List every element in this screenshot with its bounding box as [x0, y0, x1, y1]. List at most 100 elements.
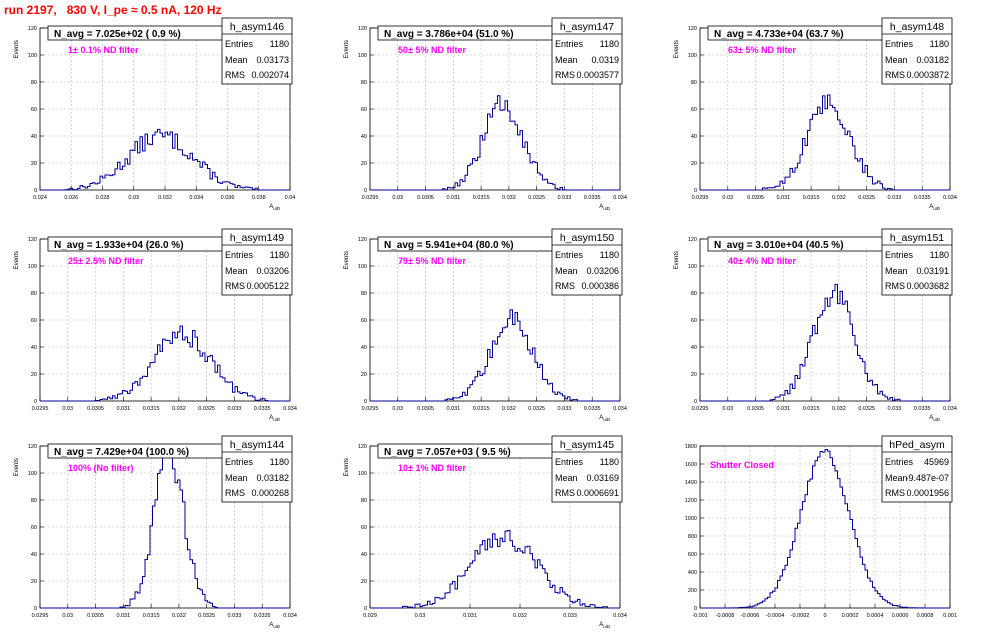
hist-pad-h_asym144: 0.0295 0.03 0.0305 0.031 0.0315 0.032 0.0325 0.…: [0, 432, 330, 636]
y-tick-label: 20: [691, 161, 697, 167]
stats-value: 1180: [600, 457, 619, 467]
stats-value: 0.0003682: [906, 281, 949, 291]
hist-pad-h_asym145: 0.029 0.03 0.031 0.032 0.033 0.034 0 20 40 60 80 10…: [330, 432, 660, 636]
stats-box: [881, 17, 953, 85]
x-tick-label: 0.031: [116, 613, 130, 619]
x-tick-label: 0.0295: [32, 613, 49, 619]
y-tick-label: 40: [361, 134, 367, 140]
hist-name: h_asym148: [890, 21, 944, 33]
x-tick-label: 0.0325: [198, 613, 215, 619]
x-tick-label: 0.034: [943, 195, 957, 201]
y-tick-label: 80: [691, 291, 697, 297]
x-tick-label: 0.034: [283, 406, 297, 412]
x-tick-label: 0.0325: [858, 195, 875, 201]
y-axis-label: Events: [14, 40, 20, 58]
y-tick-label: 120: [688, 237, 697, 243]
stats-value: 0.0003577: [576, 70, 619, 80]
y-tick-label: 40: [691, 345, 697, 351]
stats-value: 0.0003872: [906, 70, 949, 80]
x-tick-label: 0.0305: [87, 613, 104, 619]
y-tick-label: 100: [358, 53, 367, 59]
stats-label: RMS: [885, 281, 905, 291]
stats-value: 0.03206: [586, 266, 619, 276]
y-tick-label: 120: [358, 444, 367, 450]
x-tick-label: 0.0008: [917, 613, 934, 619]
y-tick-label: 60: [31, 318, 37, 324]
filter-annotation: 40± 4% ND filter: [728, 256, 796, 266]
y-tick-label: 40: [361, 552, 367, 558]
hist-svg-h_asym145: 0.029 0.03 0.031 0.032 0.033 0.034 0 20 40 60 80 10…: [344, 435, 627, 629]
x-tick-label: 0.0006: [892, 613, 909, 619]
hist-name: h_asym147: [560, 21, 614, 33]
x-axis-label: AuiD: [269, 622, 281, 629]
x-tick-label: -0.0008: [716, 613, 735, 619]
x-tick-label: 0.03: [722, 406, 733, 412]
y-tick-label: 120: [688, 26, 697, 32]
histogram-line: [370, 529, 620, 609]
x-tick-label: 0.0305: [417, 406, 434, 412]
stats-value: 1180: [270, 39, 289, 49]
x-tick-label: 0.001: [943, 613, 957, 619]
x-tick-label: 0.0335: [254, 406, 271, 412]
hist-svg-h_asym151: 0.0295 0.03 0.0305 0.031 0.0315 0.032 0.0325 0.…: [674, 228, 957, 422]
y-tick-label: 80: [31, 291, 37, 297]
stats-value: 1180: [270, 457, 289, 467]
hist-svg-h_asym146: 0.024 0.026 0.028 0.03 0.032 0.034 0.036 0.038 0…: [14, 17, 296, 211]
y-tick-label: 0: [694, 606, 697, 612]
y-tick-label: 0: [364, 399, 367, 405]
x-tick-label: 0.0295: [362, 406, 379, 412]
x-tick-label: 0.04: [285, 195, 296, 201]
stats-value: 0.000386: [581, 281, 619, 291]
y-axis-label: Events: [674, 251, 680, 269]
stats-label: Mean: [555, 473, 578, 483]
y-tick-label: 20: [361, 372, 367, 378]
filter-annotation: 50± 5% ND filter: [398, 45, 466, 55]
x-axis-label: AuiD: [929, 415, 941, 422]
stats-value: 0.0006691: [576, 488, 619, 498]
x-tick-label: 0.03: [62, 613, 73, 619]
y-tick-label: 100: [688, 264, 697, 270]
hist-name: h_asym145: [560, 439, 614, 451]
y-axis-label: Events: [14, 458, 20, 476]
hist-pad-hPed_asym: -0.001 -0.0008 -0.0006 -0.0004 -0.0002 0 0.000…: [660, 432, 990, 636]
hist-name: h_asym144: [230, 439, 284, 451]
y-axis-label: Events: [674, 40, 680, 58]
x-tick-label: 0.0315: [473, 406, 490, 412]
stats-label: Mean: [555, 55, 578, 65]
x-tick-label: 0.038: [252, 195, 266, 201]
stats-label: Entries: [225, 39, 254, 49]
stats-label: Mean: [885, 266, 908, 276]
x-tick-label: 0.0315: [803, 406, 820, 412]
y-tick-label: 40: [31, 345, 37, 351]
x-tick-label: 0.034: [943, 406, 957, 412]
hist-svg-hPed_asym: -0.001 -0.0008 -0.0006 -0.0004 -0.0002 0 0.000…: [685, 435, 957, 619]
x-tick-label: 0.0335: [914, 406, 931, 412]
stats-label: Mean: [885, 55, 908, 65]
hist-name: h_asym150: [560, 232, 614, 244]
y-tick-label: 40: [361, 345, 367, 351]
x-tick-label: 0.0335: [584, 195, 601, 201]
stats-value: 0.03182: [256, 473, 289, 483]
y-tick-label: 60: [31, 107, 37, 113]
x-tick-label: 0.0305: [87, 406, 104, 412]
hist-title: N_avg = 5.941e+04 (80.0 %): [384, 240, 514, 251]
stats-value: 0.000268: [251, 488, 289, 498]
y-tick-label: 1400: [685, 480, 697, 486]
histogram-line: [370, 95, 620, 191]
x-tick-label: 0.0315: [473, 195, 490, 201]
histogram-line: [700, 283, 950, 402]
x-tick-label: 0.032: [832, 406, 846, 412]
x-tick-label: 0.03: [392, 406, 403, 412]
stats-label: RMS: [225, 281, 245, 291]
x-tick-label: 0.0004: [867, 613, 884, 619]
x-tick-label: 0.03: [392, 195, 403, 201]
stats-value: 1180: [930, 39, 949, 49]
x-axis-label: AuiD: [269, 415, 281, 422]
stats-value: 0.03191: [916, 266, 949, 276]
stats-label: RMS: [555, 281, 575, 291]
y-tick-label: 60: [361, 107, 367, 113]
y-tick-label: 20: [361, 161, 367, 167]
y-tick-label: 0: [694, 188, 697, 194]
x-tick-label: 0.032: [502, 195, 516, 201]
hist-title: N_avg = 1.933e+04 (26.0 %): [54, 240, 184, 251]
